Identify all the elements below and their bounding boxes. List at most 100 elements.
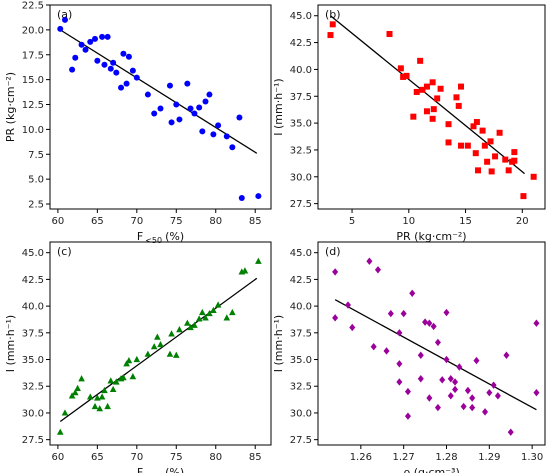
panel-b-data-point: [511, 149, 518, 156]
panel-a-data-point: [206, 91, 213, 98]
panel-a-data-point: [78, 41, 85, 48]
panel-c-data-point: [154, 333, 161, 340]
panel-d-data-point: [404, 412, 411, 420]
panel-d-data-point: [417, 375, 424, 383]
panel-d-data-point: [366, 257, 373, 265]
panel-a-ylabel: PR (kg·cm⁻²): [4, 72, 17, 142]
panel-d-data-point: [400, 309, 407, 318]
panel-a-data-point: [82, 46, 89, 53]
panel-a-x-tick-label: 85: [249, 216, 262, 227]
panel-b-data-point: [429, 79, 436, 86]
panel-a-data-point: [236, 114, 243, 121]
panel-b-y-tick-label: 42.5: [290, 38, 312, 49]
panel-c-label: (c): [57, 245, 72, 258]
panel-b-data-point: [423, 83, 430, 90]
panel-a-data-point: [104, 33, 111, 40]
panel-d: 1.26 1.27 1.28 1.29 1.30 27.5 30.0 32.5 35.0 37.5…: [272, 241, 546, 473]
panel-a-data-point: [94, 57, 101, 64]
panel-c-data-point: [150, 343, 158, 350]
panel-c-data-point: [255, 257, 262, 264]
panel-a-y-tick-label: 2.5: [28, 200, 44, 211]
panel-d-data-point: [344, 301, 351, 309]
panel-a-data-point: [129, 67, 136, 74]
panel-c-y-tick-label: 37.5: [22, 328, 44, 339]
panel-b-data-point: [386, 30, 393, 37]
panel-b-data-point: [487, 138, 494, 145]
panel-c-y-tick-label: 32.5: [22, 382, 44, 393]
panel-d-data-point: [434, 338, 441, 347]
panel-b-x-tick-label: 20: [516, 216, 529, 227]
panel-b-data-point: [419, 86, 426, 93]
panel-b: 5 10 15 20 27.5 30.0 32.5 35.0 37.5 40.0 42.5 45.0 (…: [272, 4, 546, 243]
panel-d-y-tick-label: 45.0: [290, 248, 312, 259]
panel-c-y-tick-label: 45.0: [22, 248, 44, 259]
panel-a-data-point: [199, 128, 206, 135]
panel-c-data-point: [96, 405, 104, 412]
panel-b-y-tick-label: 35.0: [290, 119, 312, 130]
panel-a-data-point: [118, 84, 125, 91]
panel-c-data-point: [129, 373, 137, 380]
panel-b-data-point: [429, 115, 436, 122]
panel-c-data-point: [223, 314, 231, 321]
panel-c-x-tick-label: 75: [170, 452, 183, 463]
panel-d-data-point: [503, 351, 510, 359]
panel-b-y-tick-label: 30.0: [290, 172, 312, 183]
panel-d-data-point: [443, 308, 450, 317]
panel-a-y-tick-label: 7.5: [28, 150, 44, 161]
panel-c-data-point: [214, 301, 222, 308]
panel-d-data-point: [469, 403, 476, 412]
panel-b-frame: [317, 4, 546, 210]
panel-d-data-point: [456, 363, 463, 371]
panel-a-y-tick-label: 10.0: [22, 125, 44, 136]
panel-b-fit-line: [330, 15, 525, 175]
panel-a-data-point: [101, 61, 108, 68]
panel-d-data-point: [533, 388, 540, 397]
panel-a-data-point: [69, 66, 76, 73]
panel-c-y-tick-label: 40.0: [22, 302, 44, 313]
panel-a-data-point: [61, 16, 68, 23]
panel-d-data-point: [464, 386, 471, 395]
panel-c-data-point: [210, 306, 217, 313]
panel-c-x-tick-label: 85: [249, 452, 262, 463]
panel-d-data-point: [332, 314, 339, 322]
panel-a-data-point: [87, 38, 94, 45]
panel-d-data-point: [447, 375, 454, 383]
panel-c-xlabel: F<50(%): [137, 466, 184, 473]
panel-c-data-point: [241, 267, 249, 274]
panel-a-data-point: [157, 105, 164, 112]
panel-c-data-point: [202, 314, 209, 321]
panel-c-data-point: [86, 393, 94, 400]
panel-a-x-tick-label: 75: [170, 216, 183, 227]
panel-d-data-point: [473, 356, 480, 365]
panel-a-y-tick-label: 17.5: [22, 50, 44, 61]
panel-b-y-tick-label: 27.5: [290, 199, 312, 210]
panel-d-data-point: [396, 360, 403, 368]
panel-a-points: [57, 16, 262, 202]
panel-c-data-point: [187, 323, 194, 331]
panel-b-points: [327, 21, 537, 200]
panel-c-data-point: [91, 402, 99, 410]
panel-d-data-point: [426, 394, 433, 402]
panel-b-data-point: [511, 157, 518, 164]
panel-b-data-point: [488, 168, 495, 175]
panel-d-x-tick-label: 1.26: [350, 452, 372, 463]
panel-a-x-tick-label: 70: [130, 216, 143, 227]
panel-c-x-tick-label: 65: [91, 452, 104, 463]
panel-b-data-point: [413, 88, 420, 95]
panel-c-data-point: [195, 315, 203, 322]
panel-a-y-tick-label: 20.0: [22, 25, 44, 36]
panel-c-data-point: [166, 350, 174, 357]
panel-b-data-point: [464, 142, 471, 149]
panel-d-data-point: [447, 392, 454, 400]
panel-c-data-point: [184, 319, 191, 326]
panel-c-data-point: [191, 321, 198, 328]
panel-d-data-point: [533, 319, 540, 327]
panel-a-data-point: [210, 131, 217, 138]
panel-d-data-point: [507, 428, 514, 436]
panel-a-data-point: [133, 74, 140, 81]
panel-d-data-point: [486, 388, 493, 397]
panel-a-y-tick-label: 5.0: [28, 175, 44, 186]
panel-d-x-tick-label: 1.29: [478, 452, 500, 463]
panel-c-data-point: [125, 356, 133, 364]
panel-a-data-point: [173, 101, 180, 108]
